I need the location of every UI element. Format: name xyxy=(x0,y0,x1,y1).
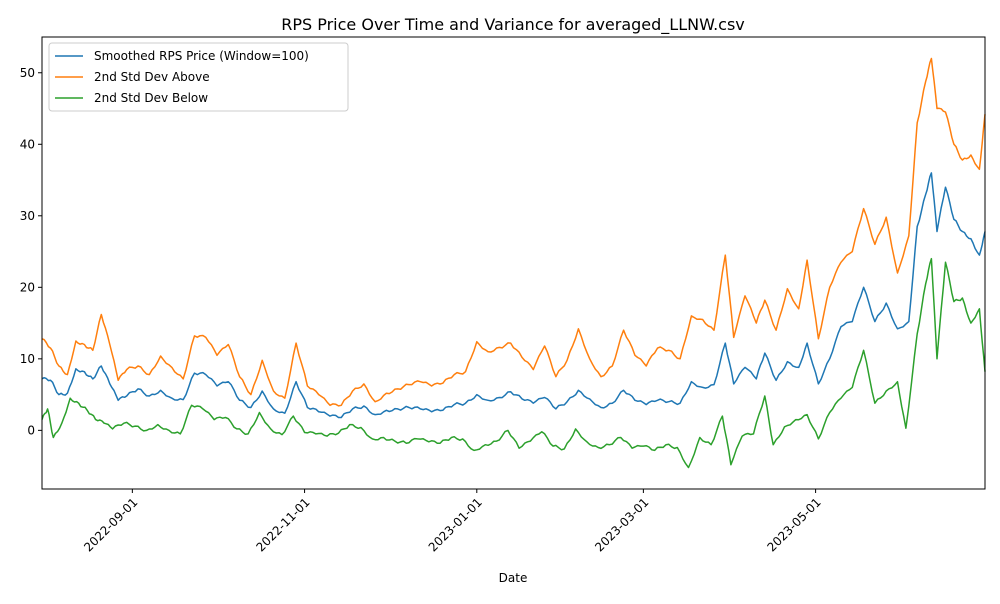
x-tick-label: 2023-05-01 xyxy=(764,495,823,554)
y-tick-label: 10 xyxy=(20,352,35,366)
legend-label: 2nd Std Dev Below xyxy=(94,91,208,105)
x-tick-label: 2023-01-01 xyxy=(426,495,485,554)
y-tick-label: 30 xyxy=(20,209,35,223)
series-line-3 xyxy=(41,257,986,469)
plot-frame xyxy=(41,36,986,490)
legend-label: 2nd Std Dev Above xyxy=(94,70,210,84)
x-axis-label: Date xyxy=(499,571,528,585)
x-tick-label: 2022-11-01 xyxy=(253,495,312,554)
x-tick-label: 2022-09-01 xyxy=(81,495,140,554)
y-tick-label: 0 xyxy=(27,423,35,437)
x-tick-label: 2023-03-01 xyxy=(592,495,651,554)
legend: Smoothed RPS Price (Window=100) 2nd Std D… xyxy=(48,42,349,112)
series-layer xyxy=(41,57,986,469)
series-line-2 xyxy=(41,57,986,407)
y-tick-label: 40 xyxy=(20,137,35,151)
series-line-1 xyxy=(41,172,986,419)
x-axis-ticks: 2022-09-01 2022-11-01 2023-01-01 2023-03-01… xyxy=(81,489,824,554)
legend-label: Smoothed RPS Price (Window=100) xyxy=(94,49,309,63)
legend-box xyxy=(48,42,349,112)
y-axis-ticks: 0 10 20 30 40 50 xyxy=(20,66,42,437)
y-tick-label: 50 xyxy=(20,66,35,80)
chart-title: RPS Price Over Time and Variance for ave… xyxy=(281,15,745,35)
y-tick-label: 20 xyxy=(20,280,35,294)
